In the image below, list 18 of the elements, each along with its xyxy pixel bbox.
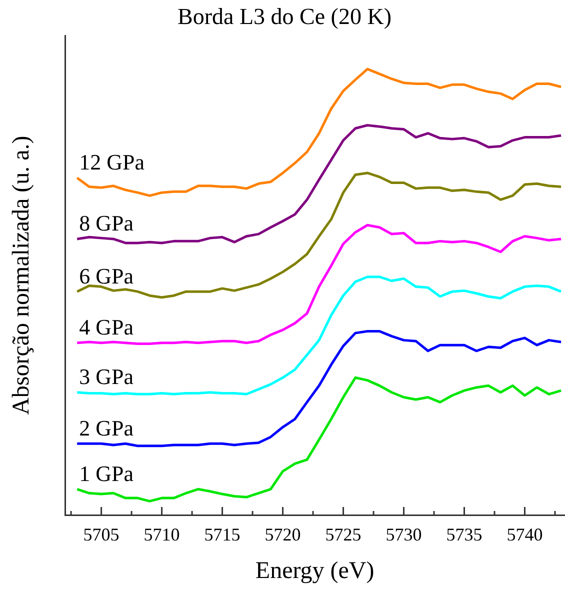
series-label: 4 GPa [79,314,134,340]
series-label: 6 GPa [79,263,134,288]
x-tick-label: 5715 [204,524,240,545]
x-tick-label: 5740 [506,524,543,545]
x-axis-title: Energy (eV) [255,558,374,584]
series-label: 12 GPa [79,150,145,175]
x-tick-label: 5710 [144,524,180,545]
series-label: 1 GPa [79,460,134,486]
x-tick-label: 5720 [264,524,301,545]
x-tick-label: 5705 [83,524,120,545]
series-label: 2 GPa [79,415,134,440]
chart-title: Borda L3 do Ce (20 K) [178,4,392,29]
x-tick-label: 5730 [386,524,422,545]
series-label: 8 GPa [79,210,134,236]
x-tick-label: 5735 [446,524,482,545]
y-axis-title: Absorção normalizada (u. a.) [8,136,35,415]
series-label: 3 GPa [79,364,134,390]
x-tick-label: 5725 [325,524,362,545]
